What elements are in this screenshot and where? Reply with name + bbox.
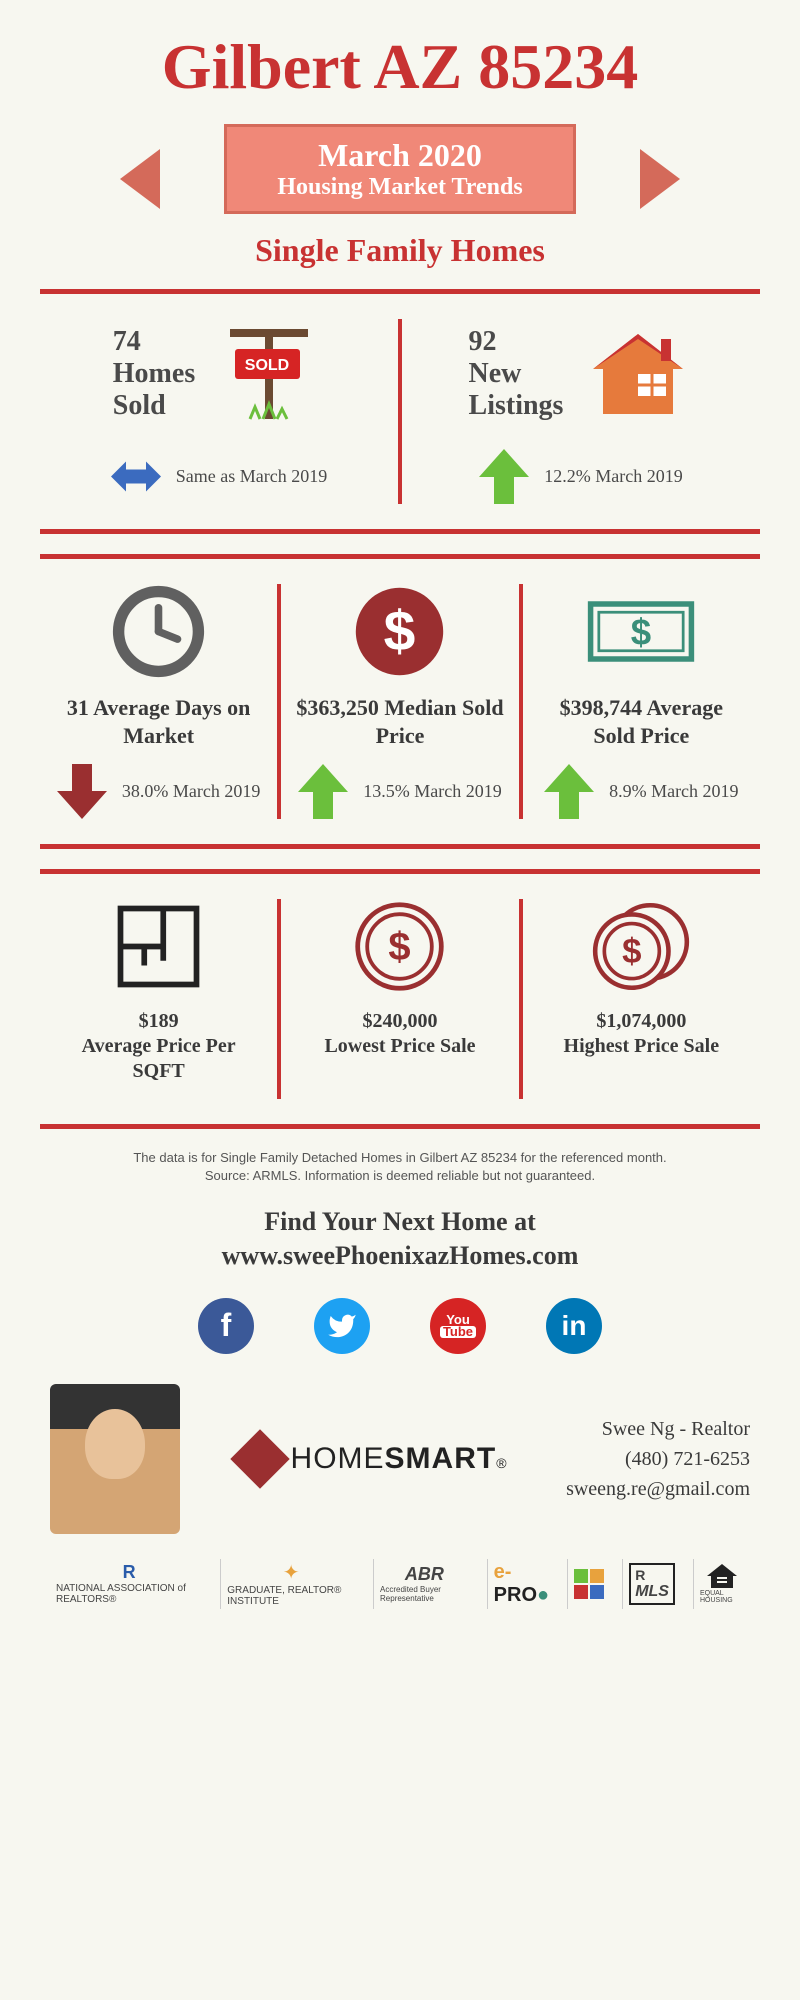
highest-price-label: Highest Price Sale xyxy=(564,1034,720,1059)
coin-single-icon: $ xyxy=(352,899,447,994)
stats-row-1: 74 Homes Sold SOLD xyxy=(40,289,760,534)
youtube-icon[interactable]: YouTube xyxy=(430,1298,486,1354)
new-listings-label1: New xyxy=(469,358,522,389)
cta-line2: www.sweePhoenixazHomes.com xyxy=(40,1239,760,1273)
price-sqft-value: $189 xyxy=(55,1009,262,1034)
days-on-market-stat: 31 Average Days on Market xyxy=(55,694,262,749)
cert-nar: RNATIONAL ASSOCIATION of REALTORS® xyxy=(50,1559,208,1609)
svg-text:SOLD: SOLD xyxy=(245,357,289,374)
days-on-market-pct: 38.0% March 2019 xyxy=(122,781,260,802)
new-listings-value: 92 xyxy=(469,326,497,357)
flat-arrow-icon xyxy=(111,449,161,504)
cert-epro: e-PRO● xyxy=(487,1559,556,1609)
floorplan-icon xyxy=(111,899,206,994)
homes-sold-value: 74 xyxy=(113,326,141,357)
stats-row-2: 31 Average Days on Market 38.0% March 20… xyxy=(40,554,760,849)
ribbon-banner: March 2020 Housing Market Trends xyxy=(40,114,760,224)
svg-text:$: $ xyxy=(384,600,416,664)
homesmart-logo: HOMESMART® xyxy=(239,1438,508,1480)
contact-name: Swee Ng - Realtor xyxy=(566,1414,750,1444)
cert-equal-housing: EQUAL HOUSING xyxy=(693,1559,750,1609)
coin-double-icon: $ xyxy=(586,899,696,994)
contact-email: sweeng.re@gmail.com xyxy=(566,1474,750,1504)
average-price-stat: $398,744 Average Sold Price xyxy=(538,694,745,749)
average-price-pct: 8.9% March 2019 xyxy=(609,781,738,802)
social-icons: f YouTube in xyxy=(40,1298,760,1354)
median-price-col: $ $363,250 Median Sold Price 13.5% March… xyxy=(277,584,518,819)
average-price-col: $ $398,744 Average Sold Price 8.9% March… xyxy=(519,584,760,819)
price-sqft-col: $189 Average Price Per SQFT xyxy=(40,899,277,1099)
lowest-price-col: $ $240,000 Lowest Price Sale xyxy=(277,899,518,1099)
certifications-row: RNATIONAL ASSOCIATION of REALTORS® ✦GRAD… xyxy=(40,1559,760,1609)
cta-line1: Find Your Next Home at xyxy=(40,1205,760,1239)
house-icon xyxy=(583,319,693,429)
dollar-bill-icon: $ xyxy=(586,584,696,679)
new-listings-label2: Listings xyxy=(469,390,564,421)
cta: Find Your Next Home at www.sweePhoenixaz… xyxy=(40,1205,760,1273)
days-on-market-col: 31 Average Days on Market 38.0% March 20… xyxy=(40,584,277,819)
clock-icon xyxy=(111,584,206,679)
contact-info: Swee Ng - Realtor (480) 721-6253 sweeng.… xyxy=(566,1414,750,1504)
svg-text:$: $ xyxy=(622,932,641,971)
up-arrow-icon xyxy=(479,449,529,504)
ribbon-subtitle: Housing Market Trends xyxy=(277,174,522,201)
sold-sign-icon: SOLD xyxy=(215,319,325,429)
up-arrow-icon xyxy=(298,764,348,819)
down-arrow-icon xyxy=(57,764,107,819)
lowest-price-label: Lowest Price Sale xyxy=(324,1034,475,1059)
cert-abr: ABRAccredited Buyer Representative xyxy=(373,1559,475,1609)
homes-sold-change: Same as March 2019 xyxy=(176,466,327,487)
homes-sold-label2: Sold xyxy=(113,390,166,421)
new-listings-col: 92 New Listings xyxy=(398,319,760,504)
linkedin-icon[interactable]: in xyxy=(546,1298,602,1354)
median-price-stat: $363,250 Median Sold Price xyxy=(296,694,503,749)
ribbon-month: March 2020 xyxy=(277,137,522,174)
highest-price-col: $ $1,074,000 Highest Price Sale xyxy=(519,899,760,1099)
disclaimer-line2: Source: ARMLS. Information is deemed rel… xyxy=(40,1167,760,1185)
disclaimer-line1: The data is for Single Family Detached H… xyxy=(40,1149,760,1167)
highest-price-value: $1,074,000 xyxy=(564,1009,720,1034)
homes-sold-col: 74 Homes Sold SOLD xyxy=(40,319,398,504)
twitter-icon[interactable] xyxy=(314,1298,370,1354)
disclaimer: The data is for Single Family Detached H… xyxy=(40,1149,760,1185)
dollar-circle-icon: $ xyxy=(352,584,447,679)
contact-phone: (480) 721-6253 xyxy=(566,1444,750,1474)
cert-gri: ✦GRADUATE, REALTOR® INSTITUTE xyxy=(220,1559,361,1609)
up-arrow-icon xyxy=(544,764,594,819)
contact-row: HOMESMART® Swee Ng - Realtor (480) 721-6… xyxy=(40,1384,760,1534)
realtor-avatar xyxy=(50,1384,180,1534)
median-price-pct: 13.5% March 2019 xyxy=(363,781,501,802)
svg-text:$: $ xyxy=(631,611,651,652)
new-listings-change: 12.2% March 2019 xyxy=(544,466,682,487)
facebook-icon[interactable]: f xyxy=(198,1298,254,1354)
lowest-price-value: $240,000 xyxy=(324,1009,475,1034)
price-sqft-label: Average Price Per SQFT xyxy=(55,1034,262,1084)
stats-row-3: $189 Average Price Per SQFT $ $240,000 L… xyxy=(40,869,760,1129)
subtitle: Single Family Homes xyxy=(40,232,760,269)
cert-diversity xyxy=(567,1559,610,1609)
cert-mls: R MLS xyxy=(622,1559,681,1609)
page-title: Gilbert AZ 85234 xyxy=(40,30,760,104)
svg-text:$: $ xyxy=(389,925,411,969)
homes-sold-label1: Homes xyxy=(113,358,195,389)
